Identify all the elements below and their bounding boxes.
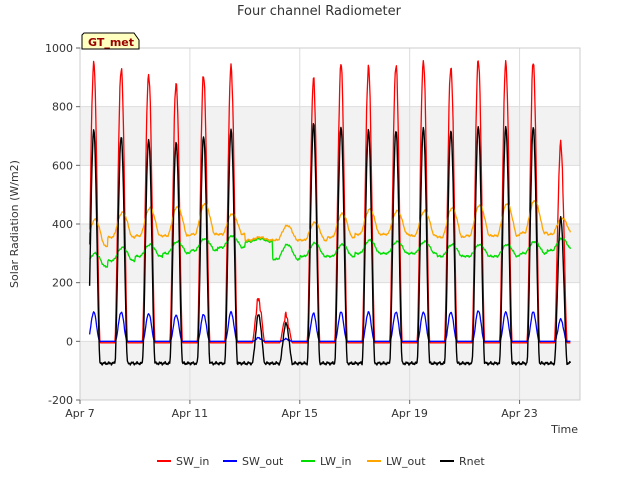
x-tick-label: Apr 23 xyxy=(501,407,538,420)
legend: SW_in SW_out LW_in LW_out Rnet xyxy=(157,455,485,468)
series-layer xyxy=(88,59,572,366)
x-tick-label: Apr 19 xyxy=(391,407,428,420)
legend-label: SW_in xyxy=(176,455,209,468)
y-tick-label: 1000 xyxy=(45,42,73,55)
station-label: GT_met xyxy=(88,36,134,49)
plot-band xyxy=(80,341,580,400)
plot-band xyxy=(80,165,580,224)
y-tick-label: 800 xyxy=(52,101,73,114)
plot-background xyxy=(80,48,580,400)
y-axis-ticks: -200 0 200 400 600 800 1000 xyxy=(45,42,80,407)
station-badge: GT_met xyxy=(81,32,140,50)
series-line-rnet xyxy=(88,122,572,366)
x-tick-label: Apr 7 xyxy=(65,407,95,420)
x-axis-label: Time xyxy=(550,423,578,436)
series-line-sw_out xyxy=(88,310,571,342)
series-line-lw_out xyxy=(88,199,572,248)
y-axis-label: Solar Radiation (W/m2) xyxy=(8,160,21,288)
y-tick-label: -200 xyxy=(48,394,73,407)
series-line-sw_in xyxy=(88,59,571,344)
legend-label: Rnet xyxy=(459,455,485,468)
y-tick-label: 0 xyxy=(66,335,73,348)
plot-band xyxy=(80,48,580,107)
chart-title: Four channel Radiometer xyxy=(237,4,402,19)
legend-label: LW_in xyxy=(320,455,352,468)
legend-label: SW_out xyxy=(242,455,284,468)
y-tick-label: 600 xyxy=(52,159,73,172)
y-tick-label: 200 xyxy=(52,277,73,290)
x-tick-label: Apr 11 xyxy=(172,407,209,420)
plot-band xyxy=(80,106,580,166)
plot-band xyxy=(80,282,580,342)
legend-label: LW_out xyxy=(386,455,426,468)
y-tick-label: 400 xyxy=(52,218,73,231)
x-tick-label: Apr 15 xyxy=(282,407,319,420)
plot-band xyxy=(80,224,580,283)
series-line-lw_in xyxy=(89,234,572,268)
x-axis-ticks: Apr 7 Apr 11 Apr 15 Apr 19 Apr 23 xyxy=(65,400,538,420)
